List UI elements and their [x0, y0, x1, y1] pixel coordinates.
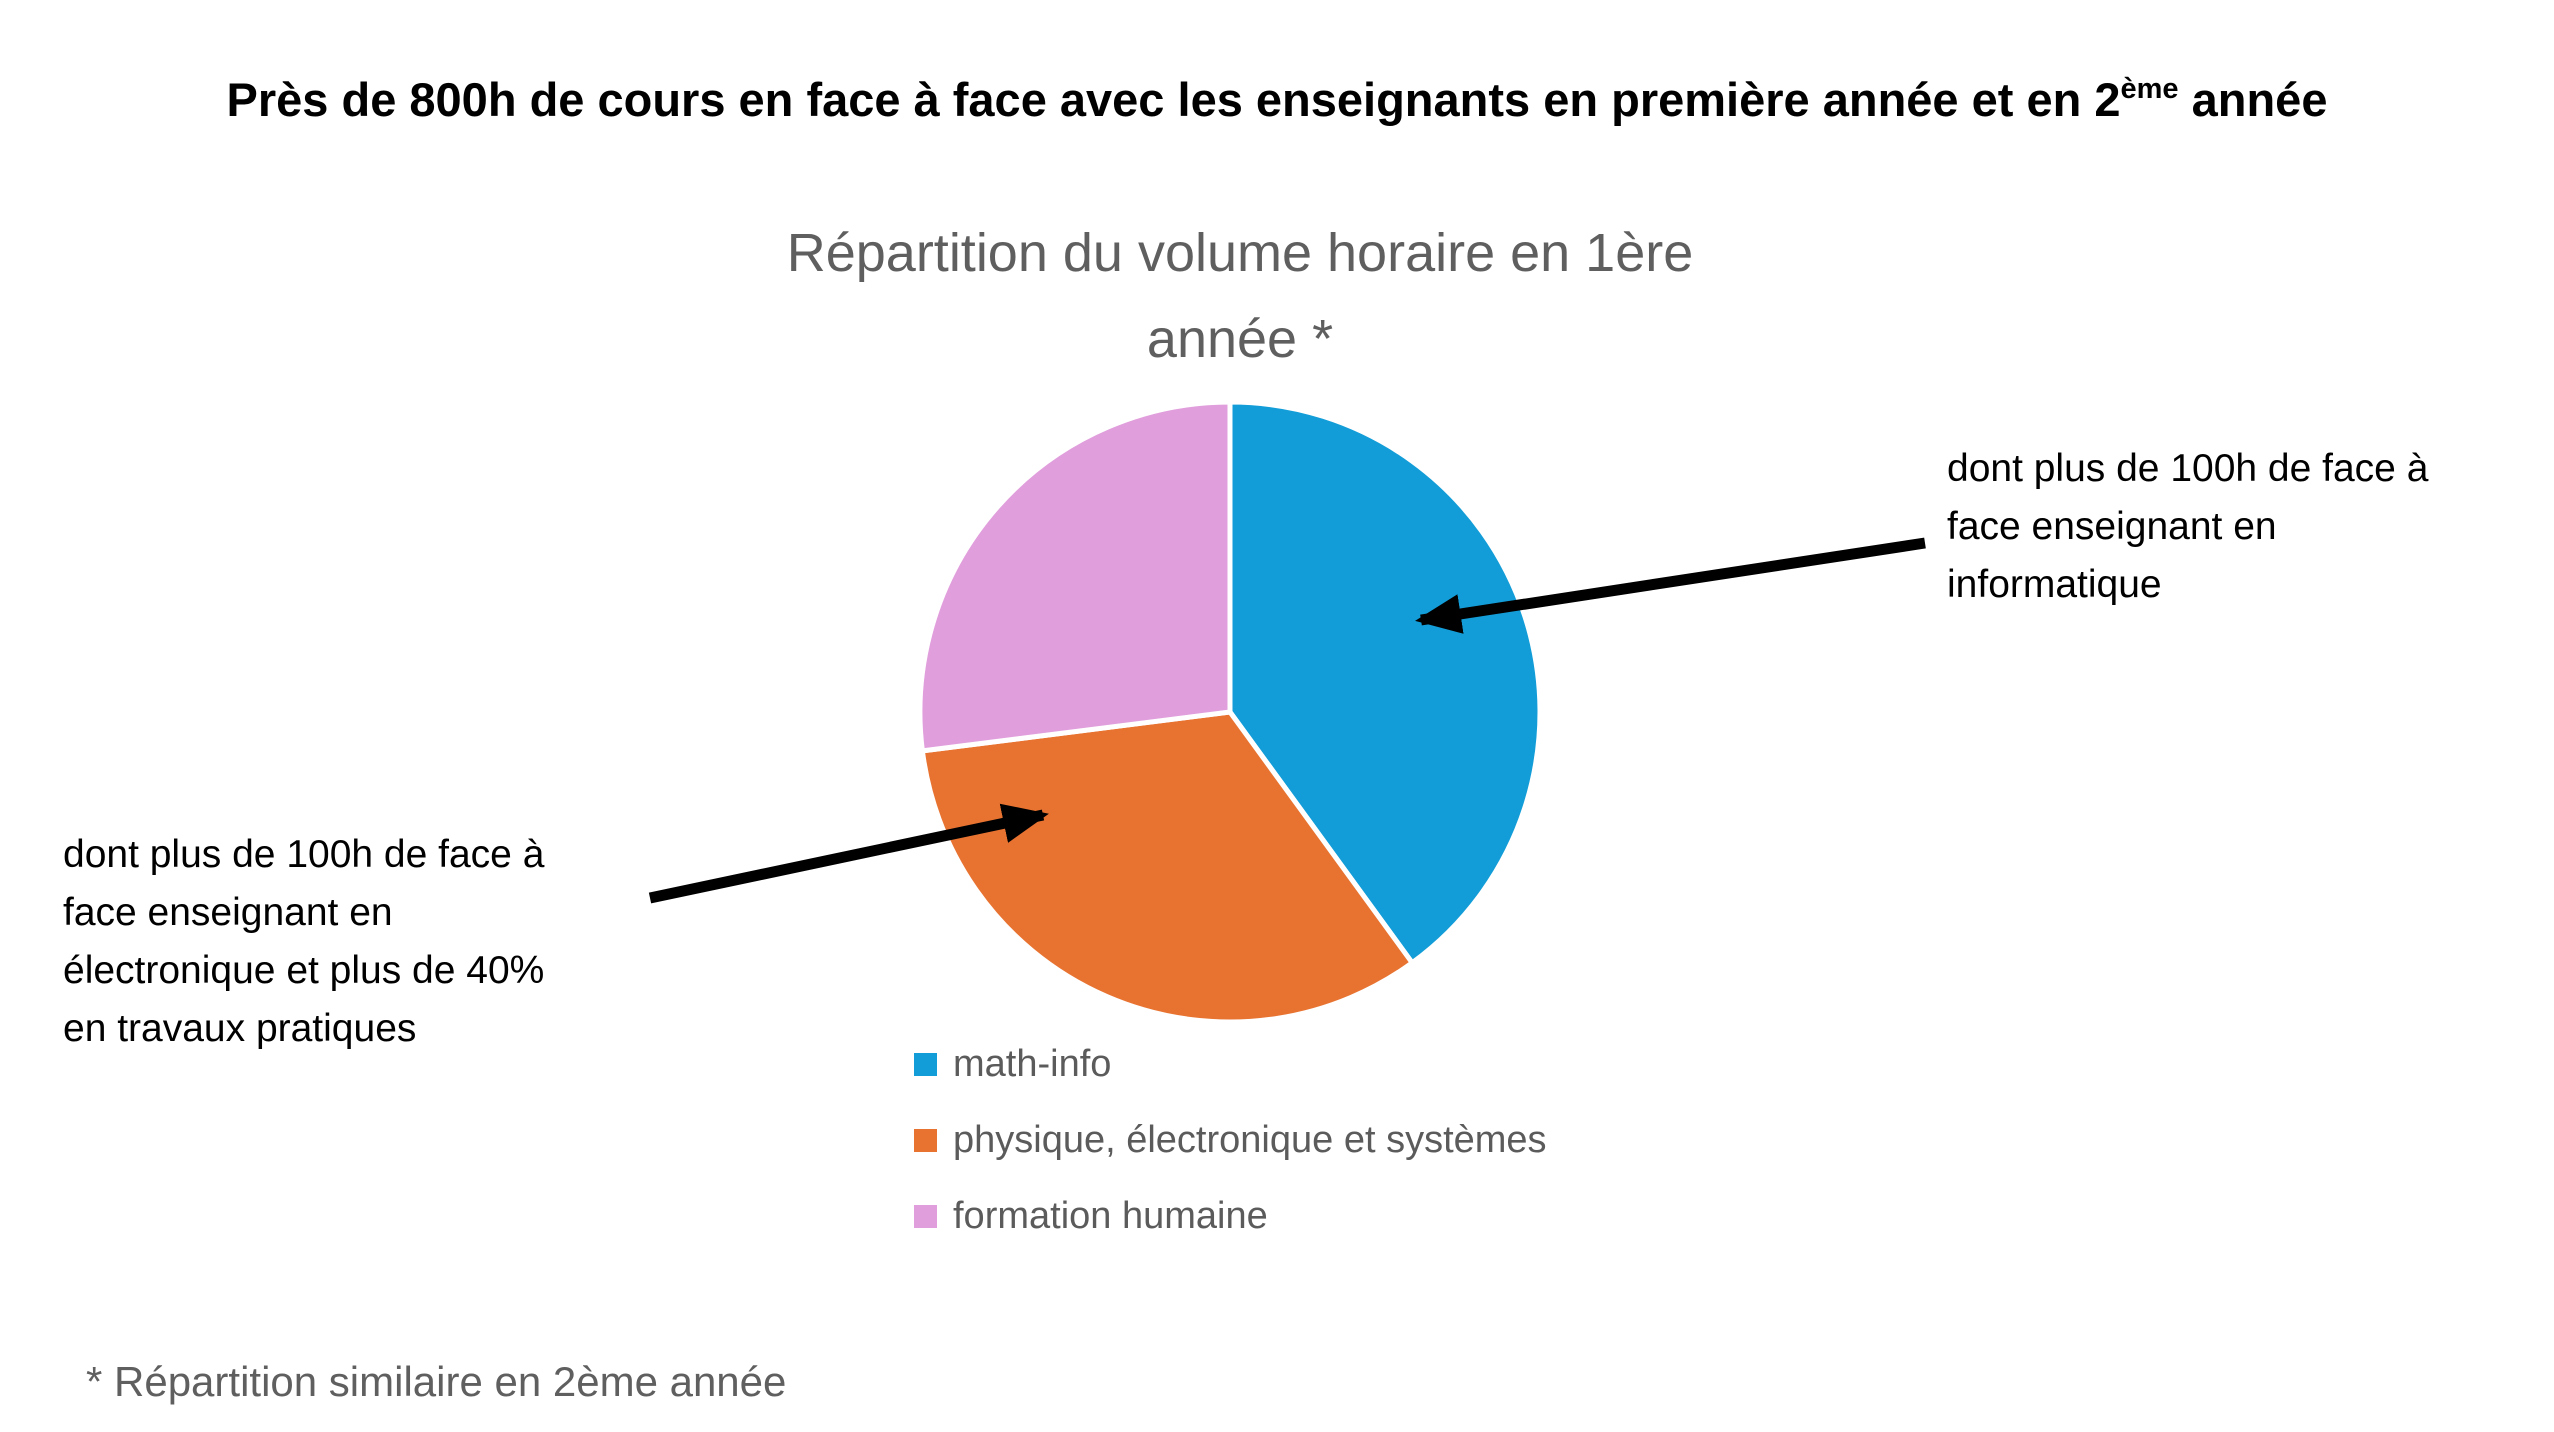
legend-swatch-orange	[914, 1128, 937, 1152]
chart-title: Répartition du volume horaire en 1ère an…	[440, 210, 2040, 382]
annotation-line: dont plus de 100h de face à	[1947, 447, 2429, 490]
legend-swatch-pink	[914, 1204, 937, 1228]
page-title-superscript: ème	[2120, 73, 2179, 105]
page-title: Près de 800h de cours en face à face ave…	[0, 72, 2554, 127]
legend-item-physique: physique, électronique et systèmes	[914, 1116, 1547, 1164]
annotation-line: informatique	[1947, 563, 2162, 606]
annotation-arrow-left	[648, 803, 1049, 904]
legend-swatch-blue	[914, 1052, 937, 1076]
annotation-line: en travaux pratiques	[63, 1007, 417, 1050]
legend-item-math-info: math-info	[914, 1040, 1547, 1088]
legend-label: math-info	[953, 1042, 1112, 1085]
annotation-line: face enseignant en	[1947, 505, 2277, 548]
pie-slice-math-info	[1227, 399, 1543, 966]
chart-legend: math-info physique, électronique et syst…	[914, 1040, 1547, 1268]
chart-title-line-1: Répartition du volume horaire en 1ère	[786, 223, 1694, 283]
annotation-line: électronique et plus de 40%	[63, 949, 545, 992]
legend-label: formation humaine	[953, 1194, 1268, 1237]
annotation-line: face enseignant en	[63, 891, 393, 934]
annotation-informatique: dont plus de 100h de face à face enseign…	[1947, 440, 2547, 614]
pie-slice-formation-humaine	[917, 399, 1233, 754]
chart-title-line-2: année *	[1146, 309, 1334, 369]
pie-slices	[917, 399, 1543, 1025]
annotation-electronique: dont plus de 100h de face à face enseign…	[63, 826, 723, 1058]
legend-label: physique, électronique et systèmes	[953, 1118, 1547, 1161]
annotation-line: dont plus de 100h de face à	[63, 833, 545, 876]
legend-item-formation-humaine: formation humaine	[914, 1192, 1547, 1240]
footnote: * Répartition similaire en 2ème année	[86, 1358, 787, 1405]
annotation-arrow-right	[1415, 537, 1926, 634]
page-title-text-end: année	[2178, 73, 2328, 126]
page-title-text: Près de 800h de cours en face à face ave…	[226, 73, 2121, 126]
